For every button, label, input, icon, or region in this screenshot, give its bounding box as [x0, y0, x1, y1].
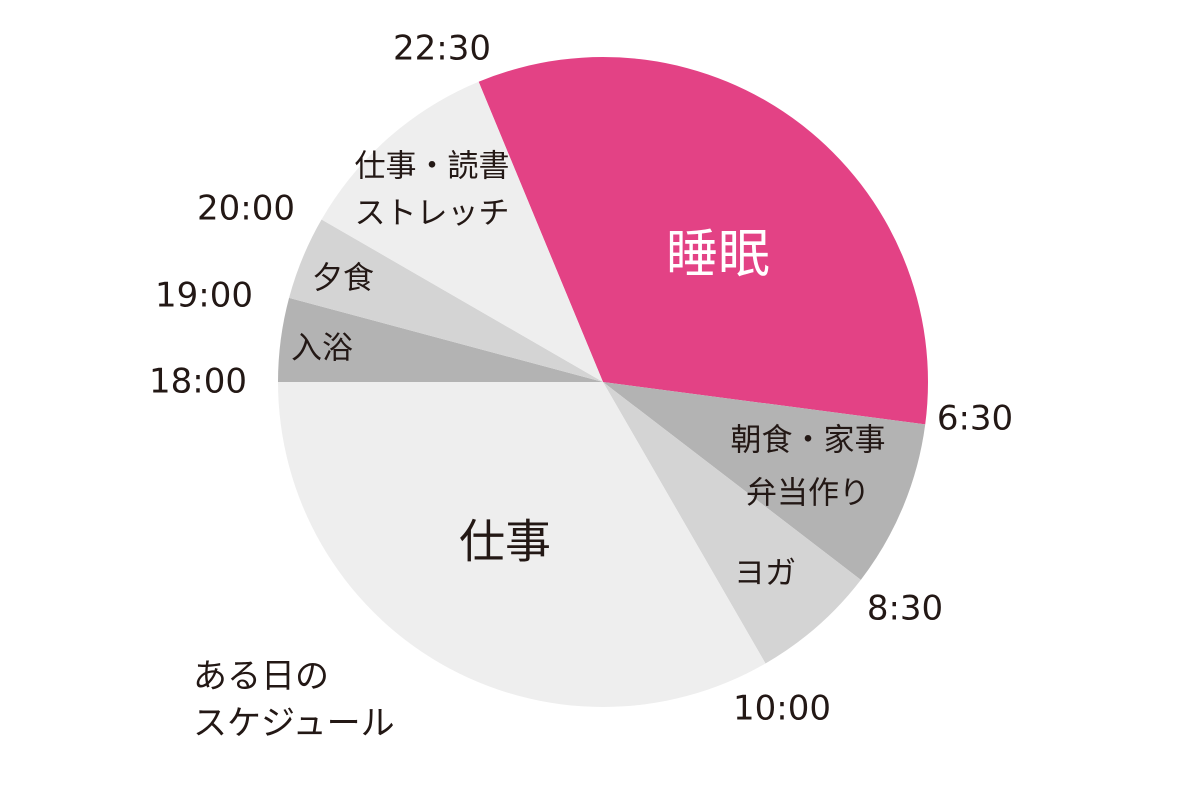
- slice-label: 夕食: [312, 261, 374, 297]
- pie-slice: [603, 382, 926, 580]
- time-label: 18:00: [149, 362, 247, 402]
- pie-slice: [278, 382, 766, 707]
- time-label: 20:00: [197, 189, 295, 229]
- slice-label: 睡眠: [666, 225, 770, 285]
- time-label: 19:00: [155, 276, 253, 316]
- time-label: 22:30: [393, 29, 491, 69]
- time-label: 8:30: [867, 589, 943, 629]
- pie: [278, 56, 928, 707]
- slice-label: 仕事: [459, 515, 551, 569]
- slice-label: 朝食・家事: [731, 423, 886, 459]
- pie-slice: [603, 382, 861, 664]
- slice-label: ストレッチ: [355, 196, 510, 232]
- pie-slice: [478, 56, 928, 425]
- time-label: 6:30: [937, 399, 1013, 439]
- slice-label: 入浴: [291, 331, 353, 367]
- time-label: 10:00: [733, 689, 831, 729]
- pie-slice: [278, 297, 603, 382]
- pie-slice: [321, 81, 603, 383]
- slice-label: 弁当作り: [746, 476, 870, 512]
- slice-label: ヨガ: [734, 556, 796, 592]
- chart-title: ある日の: [193, 657, 329, 697]
- chart-title: スケジュール: [193, 704, 395, 744]
- pie-slice: [289, 219, 603, 382]
- slice-label: 仕事・読書: [355, 149, 510, 185]
